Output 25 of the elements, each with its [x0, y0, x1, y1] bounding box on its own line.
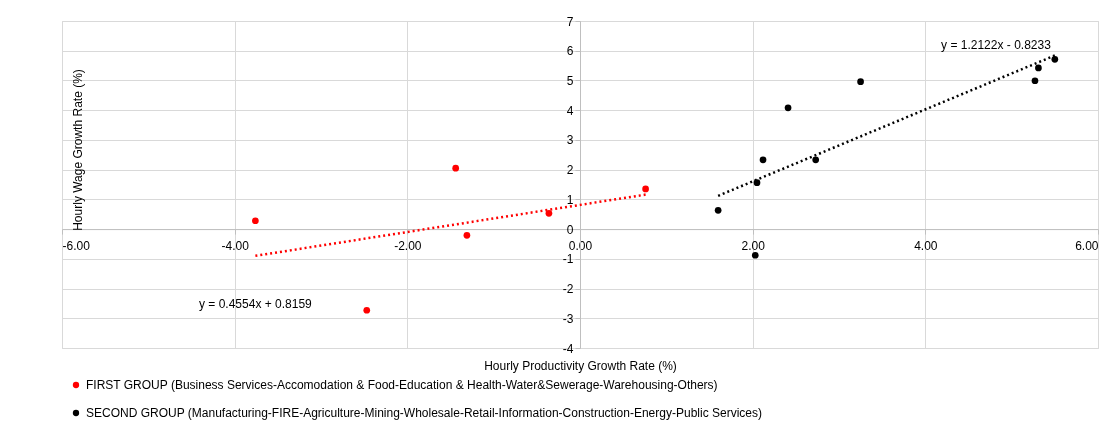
- x-axis-title: Hourly Productivity Growth Rate (%): [484, 358, 677, 373]
- x-tick-label: 0.00: [568, 238, 593, 253]
- y-tick-label: -4: [562, 341, 574, 356]
- annotation: y = 0.4554x + 0.8159: [199, 296, 313, 311]
- y-tick-label: 4: [566, 103, 574, 118]
- y-tick-label: 0: [566, 222, 574, 237]
- x-tick-label: 4.00: [914, 238, 938, 253]
- y-tick-label: -1: [562, 252, 574, 267]
- y-tick-label: 2: [566, 163, 574, 178]
- x-tick-label: -6.00: [62, 238, 91, 253]
- x-tick-label: -4.00: [221, 238, 250, 253]
- y-tick-label: -3: [562, 311, 574, 326]
- legend-label: SECOND GROUP (Manufacturing-FIRE-Agriculture-Mining-Wholesale-Retail-Information-Construction-Energy-Public Services): [86, 406, 762, 420]
- x-tick-label: 2.00: [741, 238, 766, 253]
- x-tick-label: -2.00: [394, 238, 422, 253]
- y-tick-label: 1: [566, 192, 574, 207]
- y-tick-label: 6: [566, 44, 574, 59]
- y-tick-label: -2: [562, 282, 574, 297]
- y-tick-label: 3: [566, 133, 574, 148]
- y-axis-title: Hourly Wage Growth Rate (%): [70, 69, 85, 231]
- annotation: y = 1.2122x - 0.8233: [941, 38, 1052, 53]
- legend-label: FIRST GROUP (Business Services-Accomodation & Food-Education & Health-Water&Sewerage-Warehousing-Others): [86, 378, 718, 392]
- y-tick-label: 5: [566, 73, 574, 88]
- y-tick-label: 7: [566, 14, 574, 29]
- x-tick-label: 6.00: [1075, 238, 1099, 253]
